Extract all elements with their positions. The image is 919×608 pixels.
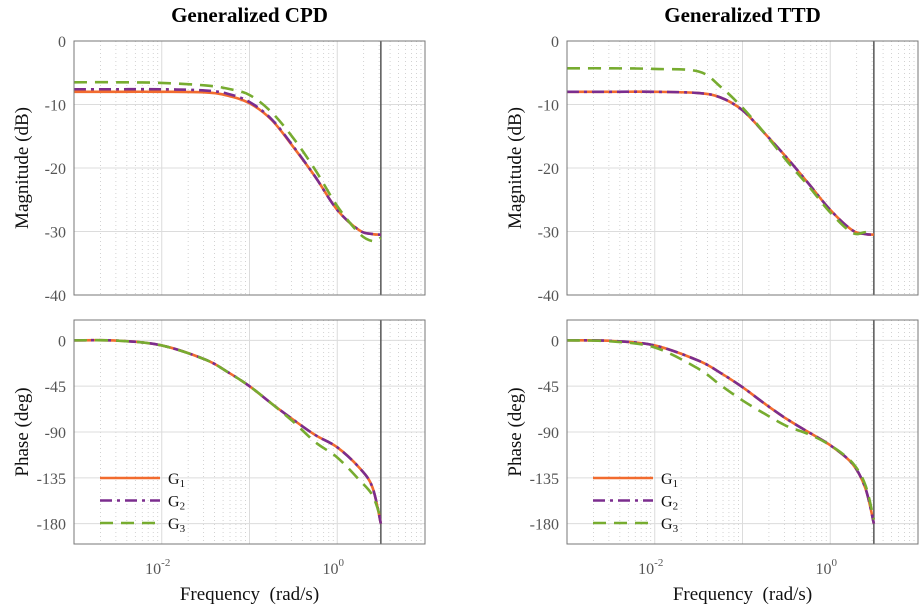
y-tick-label: -90 [45,425,66,442]
y-tick-label: -20 [538,161,559,178]
axes-frame [73,319,426,545]
y-tick-label: -135 [530,471,559,488]
series-line-g3 [567,66,874,236]
legend-label-g1: G1 [168,471,185,490]
x-tick-base: 10 [145,561,161,578]
y-tick-label: -30 [45,225,66,242]
x-tick-label: 10-2 [638,557,663,578]
y-tick-label: 0 [58,34,66,51]
y-tick-label: 0 [551,333,559,350]
series-line-g3 [567,339,876,520]
series-line-g1 [567,90,874,236]
legend: G1 G2 G3 [593,471,679,535]
legend-label-g2: G2 [168,494,185,513]
y-tick-label: -180 [37,517,66,534]
axes-frame [566,319,919,545]
y-tick-label: -40 [538,288,559,305]
y-tick-label: 0 [58,333,66,350]
y-tick-label: -45 [45,379,66,396]
chart-title: Generalized CPD [171,3,328,27]
subplot-1: 0 -10 -20 -30 -40 Generalized CPD Magnitude (d… [12,3,426,305]
x-axis-label: Frequency (rad/s) [673,584,812,605]
series-line-g2 [567,90,874,236]
y-tick-label: -10 [538,98,559,115]
legend-label-g3: G3 [168,516,186,535]
x-tick-exponent: 0 [832,557,838,569]
x-tick-label: 10-2 [145,557,170,578]
x-axis-label: Frequency (rad/s) [180,584,319,605]
y-tick-label: -45 [538,379,559,396]
x-tick-label: 100 [323,557,345,578]
y-tick-label: -20 [45,161,66,178]
y-tick-label: 0 [551,34,559,51]
x-tick-label: 100 [816,557,838,578]
subplot-3: 0 -10 -20 -30 -40 Generalized TTD Magnitude (d… [505,3,919,305]
axes-frame [73,40,426,296]
x-tick-base: 10 [816,561,832,578]
axes-frame [566,40,919,296]
x-tick-base: 10 [638,561,654,578]
y-tick-label: -180 [530,517,559,534]
legend-label-g3: G3 [661,516,679,535]
series-line-g2 [74,87,381,236]
y-axis-label: Magnitude (dB) [505,107,526,229]
x-tick-exponent: -2 [161,557,170,569]
x-tick-exponent: 0 [339,557,345,569]
legend: G1 G2 G3 [100,471,186,535]
y-tick-label: -30 [538,225,559,242]
y-tick-label: -135 [37,471,66,488]
series-line-g1 [74,90,381,236]
y-axis-label: Magnitude (dB) [12,107,33,229]
series-line-g3 [74,338,383,519]
legend-label-g1: G1 [661,471,678,490]
y-tick-label: -40 [45,288,66,305]
y-axis-label: Phase (deg) [505,387,526,476]
x-tick-exponent: -2 [654,557,663,569]
y-axis-label: Phase (deg) [12,387,33,476]
x-tick-base: 10 [323,561,339,578]
y-tick-label: -10 [45,98,66,115]
y-tick-label: -90 [538,425,559,442]
chart-title: Generalized TTD [664,3,821,27]
legend-label-g2: G2 [661,494,678,513]
series-line-g3 [74,80,382,243]
